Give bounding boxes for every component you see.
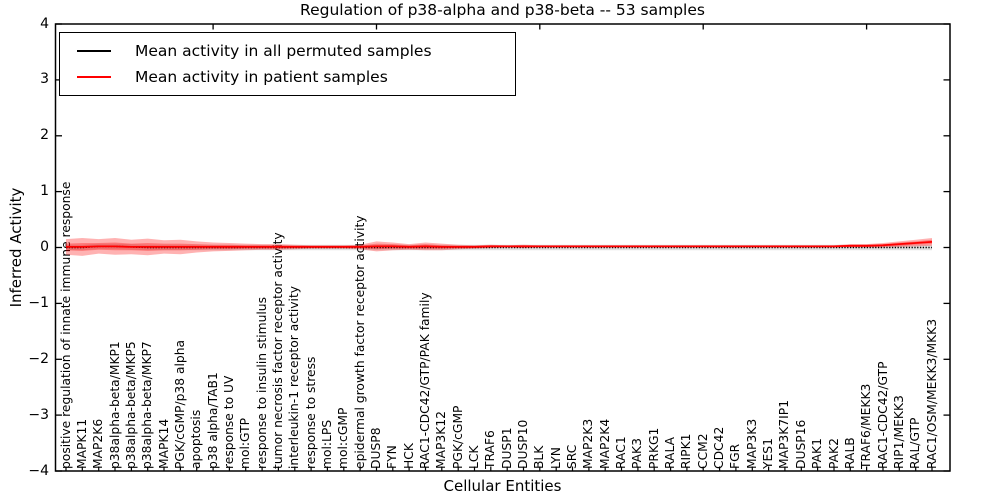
x-axis-label: Cellular Entities <box>443 477 562 495</box>
y-tick-label: 1 <box>40 183 49 200</box>
y-tick-label: −1 <box>28 294 49 311</box>
legend-label-permuted: Mean activity in all permuted samples <box>135 41 432 60</box>
chart-title: Regulation of p38-alpha and p38-beta -- … <box>300 1 705 19</box>
y-tick-label: −3 <box>28 406 49 423</box>
legend-entry-patient: Mean activity in patient samples <box>60 68 515 86</box>
y-tick-label: 0 <box>40 239 49 255</box>
y-tick-label: −4 <box>28 462 49 479</box>
y-tick-label: −2 <box>28 350 49 367</box>
legend-line-permuted-icon <box>77 49 111 52</box>
y-tick-label: 2 <box>40 127 49 144</box>
legend-line-patient-icon <box>77 76 111 79</box>
series-patient-line <box>66 241 933 248</box>
y-tick-label: 3 <box>40 71 49 88</box>
legend-label-patient: Mean activity in patient samples <box>135 68 388 87</box>
legend: Mean activity in all permuted samples Me… <box>59 32 516 96</box>
legend-entry-permuted: Mean activity in all permuted samples <box>60 42 515 60</box>
y-tick-label: 4 <box>40 15 49 32</box>
